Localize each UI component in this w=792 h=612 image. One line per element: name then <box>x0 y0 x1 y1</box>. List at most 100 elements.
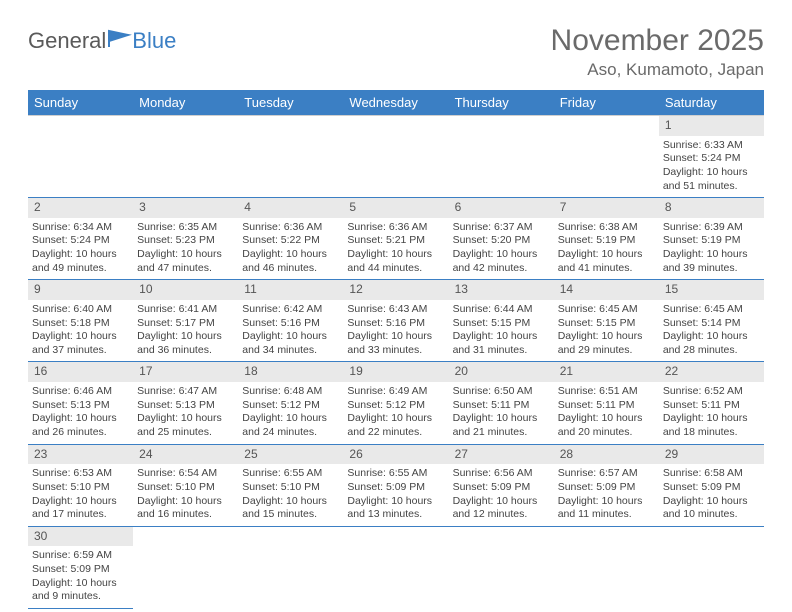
daylight-text: Daylight: 10 hours and 37 minutes. <box>32 330 129 357</box>
day-number: 8 <box>659 198 764 218</box>
day-cell: 23Sunrise: 6:53 AMSunset: 5:10 PMDayligh… <box>28 444 133 526</box>
sunset-text: Sunset: 5:22 PM <box>242 234 339 248</box>
sunset-text: Sunset: 5:09 PM <box>347 481 444 495</box>
daylight-text: Daylight: 10 hours and 47 minutes. <box>137 248 234 275</box>
day-number: 23 <box>28 445 133 465</box>
day-number: 5 <box>343 198 448 218</box>
weekday-header: Sunday <box>28 90 133 116</box>
sunset-text: Sunset: 5:16 PM <box>242 317 339 331</box>
day-cell: 6Sunrise: 6:37 AMSunset: 5:20 PMDaylight… <box>449 198 554 280</box>
sunset-text: Sunset: 5:12 PM <box>242 399 339 413</box>
sunrise-text: Sunrise: 6:39 AM <box>663 221 760 235</box>
sunset-text: Sunset: 5:15 PM <box>453 317 550 331</box>
empty-cell <box>28 116 133 198</box>
daylight-text: Daylight: 10 hours and 9 minutes. <box>32 577 129 604</box>
week-row: 16Sunrise: 6:46 AMSunset: 5:13 PMDayligh… <box>28 362 764 444</box>
sunrise-text: Sunrise: 6:40 AM <box>32 303 129 317</box>
sunrise-text: Sunrise: 6:36 AM <box>242 221 339 235</box>
sunset-text: Sunset: 5:17 PM <box>137 317 234 331</box>
day-cell: 25Sunrise: 6:55 AMSunset: 5:10 PMDayligh… <box>238 444 343 526</box>
daylight-text: Daylight: 10 hours and 41 minutes. <box>558 248 655 275</box>
sunrise-text: Sunrise: 6:52 AM <box>663 385 760 399</box>
day-cell: 1Sunrise: 6:33 AMSunset: 5:24 PMDaylight… <box>659 116 764 198</box>
day-cell: 22Sunrise: 6:52 AMSunset: 5:11 PMDayligh… <box>659 362 764 444</box>
sunrise-text: Sunrise: 6:46 AM <box>32 385 129 399</box>
sunrise-text: Sunrise: 6:55 AM <box>347 467 444 481</box>
empty-cell <box>133 116 238 198</box>
day-number: 9 <box>28 280 133 300</box>
daylight-text: Daylight: 10 hours and 34 minutes. <box>242 330 339 357</box>
week-row: 9Sunrise: 6:40 AMSunset: 5:18 PMDaylight… <box>28 280 764 362</box>
day-cell: 29Sunrise: 6:58 AMSunset: 5:09 PMDayligh… <box>659 444 764 526</box>
week-row: 2Sunrise: 6:34 AMSunset: 5:24 PMDaylight… <box>28 198 764 280</box>
sunrise-text: Sunrise: 6:41 AM <box>137 303 234 317</box>
sunset-text: Sunset: 5:23 PM <box>137 234 234 248</box>
day-number: 29 <box>659 445 764 465</box>
weekday-header-row: SundayMondayTuesdayWednesdayThursdayFrid… <box>28 90 764 116</box>
logo-word1: General <box>28 28 106 54</box>
sunset-text: Sunset: 5:24 PM <box>32 234 129 248</box>
sunrise-text: Sunrise: 6:44 AM <box>453 303 550 317</box>
sunset-text: Sunset: 5:11 PM <box>663 399 760 413</box>
sunset-text: Sunset: 5:11 PM <box>558 399 655 413</box>
empty-cell <box>133 526 238 608</box>
weekday-header: Saturday <box>659 90 764 116</box>
day-cell: 20Sunrise: 6:50 AMSunset: 5:11 PMDayligh… <box>449 362 554 444</box>
week-row: 30 Sunrise: 6:59 AMSunset: 5:09 PMDayligh… <box>28 526 764 608</box>
sunrise-text: Sunrise: 6:54 AM <box>137 467 234 481</box>
sunrise-text: Sunrise: 6:35 AM <box>137 221 234 235</box>
week-row: 23Sunrise: 6:53 AMSunset: 5:10 PMDayligh… <box>28 444 764 526</box>
day-cell: 12Sunrise: 6:43 AMSunset: 5:16 PMDayligh… <box>343 280 448 362</box>
daylight-text: Daylight: 10 hours and 20 minutes. <box>558 412 655 439</box>
empty-cell <box>238 116 343 198</box>
day-number: 10 <box>133 280 238 300</box>
day-number: 1 <box>659 116 764 136</box>
sunset-text: Sunset: 5:09 PM <box>663 481 760 495</box>
day-number: 30 <box>28 527 133 547</box>
daylight-text: Daylight: 10 hours and 11 minutes. <box>558 495 655 522</box>
sunrise-text: Sunrise: 6:47 AM <box>137 385 234 399</box>
day-cell: 28Sunrise: 6:57 AMSunset: 5:09 PMDayligh… <box>554 444 659 526</box>
sunset-text: Sunset: 5:10 PM <box>32 481 129 495</box>
daylight-text: Daylight: 10 hours and 33 minutes. <box>347 330 444 357</box>
day-number: 24 <box>133 445 238 465</box>
daylight-text: Daylight: 10 hours and 16 minutes. <box>137 495 234 522</box>
day-cell: 30 Sunrise: 6:59 AMSunset: 5:09 PMDayligh… <box>28 526 133 608</box>
daylight-text: Daylight: 10 hours and 25 minutes. <box>137 412 234 439</box>
header: General Blue November 2025 Aso, Kumamoto… <box>28 24 764 80</box>
day-cell: 5Sunrise: 6:36 AMSunset: 5:21 PMDaylight… <box>343 198 448 280</box>
weekday-header: Tuesday <box>238 90 343 116</box>
empty-cell <box>449 526 554 608</box>
sunset-text: Sunset: 5:18 PM <box>32 317 129 331</box>
weekday-header: Monday <box>133 90 238 116</box>
sunset-text: Sunset: 5:13 PM <box>137 399 234 413</box>
sunset-text: Sunset: 5:21 PM <box>347 234 444 248</box>
day-cell: 21 Sunrise: 6:51 AMSunset: 5:11 PMDayligh… <box>554 362 659 444</box>
day-number: 21 <box>554 362 659 382</box>
day-cell: 27Sunrise: 6:56 AMSunset: 5:09 PMDayligh… <box>449 444 554 526</box>
daylight-text: Daylight: 10 hours and 39 minutes. <box>663 248 760 275</box>
day-number: 11 <box>238 280 343 300</box>
daylight-text: Daylight: 10 hours and 13 minutes. <box>347 495 444 522</box>
day-number: 20 <box>449 362 554 382</box>
day-number: 18 <box>238 362 343 382</box>
sunset-text: Sunset: 5:10 PM <box>242 481 339 495</box>
sunrise-text: Sunrise: 6:45 AM <box>663 303 760 317</box>
sunset-text: Sunset: 5:09 PM <box>32 563 129 577</box>
sunrise-text: Sunrise: 6:49 AM <box>347 385 444 399</box>
daylight-text: Daylight: 10 hours and 28 minutes. <box>663 330 760 357</box>
sunrise-text: Sunrise: 6:58 AM <box>663 467 760 481</box>
sunrise-text: Sunrise: 6:59 AM <box>32 549 129 563</box>
sunset-text: Sunset: 5:20 PM <box>453 234 550 248</box>
day-cell: 3 Sunrise: 6:35 AMSunset: 5:23 PMDaylight… <box>133 198 238 280</box>
weekday-header: Thursday <box>449 90 554 116</box>
logo: General Blue <box>28 28 176 54</box>
daylight-text: Daylight: 10 hours and 46 minutes. <box>242 248 339 275</box>
day-cell: 16Sunrise: 6:46 AMSunset: 5:13 PMDayligh… <box>28 362 133 444</box>
daylight-text: Daylight: 10 hours and 29 minutes. <box>558 330 655 357</box>
daylight-text: Daylight: 10 hours and 12 minutes. <box>453 495 550 522</box>
day-number: 3 <box>133 198 238 218</box>
day-cell: 10Sunrise: 6:41 AMSunset: 5:17 PMDayligh… <box>133 280 238 362</box>
sunrise-text: Sunrise: 6:51 AM <box>558 385 655 399</box>
sunset-text: Sunset: 5:09 PM <box>453 481 550 495</box>
